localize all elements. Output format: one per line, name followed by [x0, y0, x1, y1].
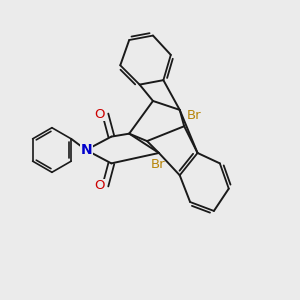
Text: Br: Br [151, 158, 166, 171]
Text: Br: Br [187, 109, 202, 122]
Text: O: O [94, 108, 105, 121]
Text: N: N [80, 143, 92, 157]
Text: O: O [94, 179, 105, 192]
